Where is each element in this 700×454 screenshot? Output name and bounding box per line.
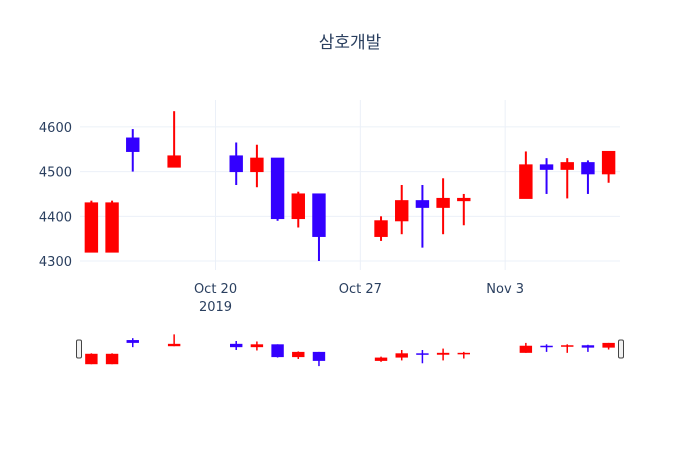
y-axis: 4300 4400 4500 4600 <box>39 121 72 270</box>
slider-candle <box>602 342 615 350</box>
slider-candle <box>271 344 284 358</box>
y-tick-label: 4300 <box>39 255 72 270</box>
gridlines <box>80 100 620 270</box>
candle-body <box>250 157 264 173</box>
candle <box>270 157 285 221</box>
x-tick-label: Nov 3 <box>486 282 524 297</box>
slider-candle-body <box>561 345 574 347</box>
candle-body <box>581 162 595 175</box>
slider-candle-body <box>250 344 264 348</box>
candle-body <box>105 202 119 253</box>
slider-candle-body <box>271 344 284 358</box>
slider-candle <box>395 350 408 361</box>
candle <box>560 158 574 199</box>
y-tick-label: 4500 <box>39 166 72 181</box>
candle-body <box>270 157 285 220</box>
candle <box>126 129 140 172</box>
slider-candle <box>561 344 574 353</box>
candles <box>84 111 616 262</box>
slider-candle <box>312 351 326 367</box>
slider-candle-body <box>105 353 119 365</box>
candle-body <box>374 220 388 237</box>
y-tick-label: 4400 <box>39 210 72 225</box>
candle <box>457 193 471 226</box>
candle-body <box>436 197 450 208</box>
slider-candle-body <box>230 343 243 348</box>
candle-body <box>126 137 140 152</box>
slider-candle-body <box>395 353 408 358</box>
candle-body <box>84 202 99 253</box>
candle <box>581 160 595 194</box>
candle <box>105 200 119 253</box>
candle-body <box>519 164 533 199</box>
chart-title: 삼호개발 <box>319 33 382 53</box>
candle <box>167 111 181 168</box>
slider-candle <box>374 356 388 362</box>
slider-candle-body <box>167 343 181 347</box>
candle <box>539 158 554 194</box>
slider-candle-body <box>374 357 388 361</box>
x-tick-label: Oct 27 <box>339 282 382 297</box>
slider-candle-body <box>581 345 595 348</box>
slider-candle-body <box>85 353 98 365</box>
slider-candle-body <box>416 353 429 355</box>
x-axis: Oct 20 2019 Oct 27 Nov 3 <box>194 282 524 315</box>
y-tick-label: 4600 <box>39 121 72 136</box>
slider-candle <box>416 350 429 364</box>
candle-body <box>457 197 471 202</box>
range-slider[interactable] <box>76 334 624 367</box>
slider-candle-body <box>292 351 305 358</box>
candle <box>519 151 533 199</box>
candle-body <box>415 200 430 208</box>
candle <box>250 144 264 188</box>
slider-candle-body <box>602 342 615 348</box>
slider-candle <box>85 353 98 365</box>
slider-candle <box>167 334 181 347</box>
candle <box>312 193 326 262</box>
slider-candle <box>436 348 450 361</box>
candle <box>229 142 243 185</box>
slider-candle <box>292 351 305 359</box>
slider-candle-body <box>540 345 553 348</box>
candle <box>291 191 305 228</box>
candle <box>415 185 430 248</box>
slider-candle-body <box>436 352 450 355</box>
candle-body <box>291 193 305 220</box>
slider-candle <box>457 351 470 359</box>
slider-candle-body <box>126 340 139 343</box>
candle-body <box>229 155 243 173</box>
candle-body <box>312 193 326 237</box>
candle <box>395 185 409 235</box>
slider-candle <box>126 338 139 348</box>
x-tick-label: Oct 20 <box>194 282 237 297</box>
candle-body <box>167 155 181 168</box>
candle <box>84 200 99 253</box>
candle-body <box>560 162 574 170</box>
slider-candle <box>581 344 595 352</box>
slider-candle-body <box>457 352 470 355</box>
slider-candle <box>250 341 264 351</box>
candle <box>436 178 450 235</box>
slider-candle <box>105 353 119 365</box>
range-slider-right-handle[interactable] <box>618 339 624 359</box>
candle <box>374 216 388 241</box>
slider-candle <box>519 342 533 353</box>
candle-body <box>539 164 554 170</box>
candle-body <box>395 200 409 222</box>
slider-candle <box>230 341 243 350</box>
candle <box>601 150 616 183</box>
candle-body <box>601 150 616 175</box>
slider-candle-body <box>312 351 326 361</box>
x-tick-sublabel: 2019 <box>199 300 232 315</box>
slider-candle <box>540 344 553 352</box>
range-slider-left-handle[interactable] <box>76 339 82 359</box>
slider-candle-body <box>519 345 533 353</box>
